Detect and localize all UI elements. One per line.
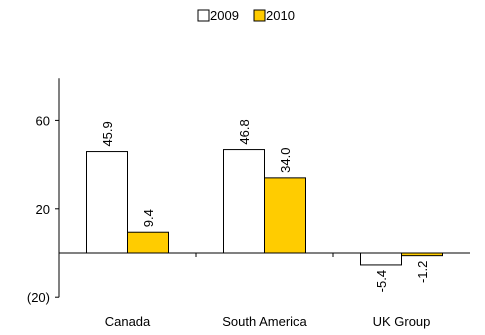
data-label: -5.4 (374, 270, 389, 292)
legend-label-2009: 2009 (210, 8, 239, 23)
legend-swatch-2010 (253, 9, 266, 22)
legend-label-2010: 2010 (266, 8, 295, 23)
bar-2009-south-america (223, 149, 265, 254)
bar-2010-uk-group (401, 252, 443, 257)
legend-swatch-2009 (197, 9, 210, 22)
bar-2009-uk-group (360, 252, 402, 266)
x-category-label: UK Group (373, 314, 431, 329)
data-label: 45.9 (100, 121, 115, 146)
y-tick-label: 60 (36, 113, 50, 128)
data-label: 46.8 (237, 119, 252, 144)
bar-2010-canada (127, 231, 169, 254)
bar-2010-south-america (264, 177, 306, 254)
data-label: 9.4 (141, 209, 156, 227)
x-category-label: South America (222, 314, 307, 329)
data-label: -1.2 (415, 261, 430, 283)
y-tick-label: (20) (27, 290, 50, 305)
data-label: 34.0 (278, 148, 293, 173)
bar-2009-canada (86, 151, 128, 254)
y-tick-label: 20 (36, 202, 50, 217)
x-category-label: Canada (105, 314, 151, 329)
